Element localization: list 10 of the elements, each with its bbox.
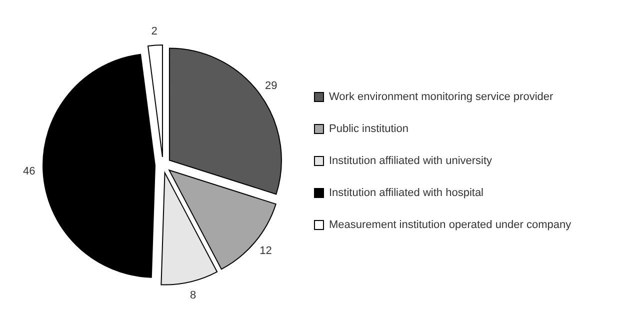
legend-label: Public institution xyxy=(329,122,408,134)
legend-label: Institution affiliated with hospital xyxy=(329,186,484,198)
legend-label: Institution affiliated with university xyxy=(329,154,492,166)
data-label: 29 xyxy=(265,80,278,92)
data-label: 8 xyxy=(190,290,196,302)
legend-label: Work environment monitoring service provider xyxy=(329,90,554,102)
data-label: 2 xyxy=(151,25,158,38)
data-label: 12 xyxy=(260,244,272,257)
legend-label: Measurement institution operated under company xyxy=(329,218,572,230)
data-label: 46 xyxy=(23,166,36,178)
